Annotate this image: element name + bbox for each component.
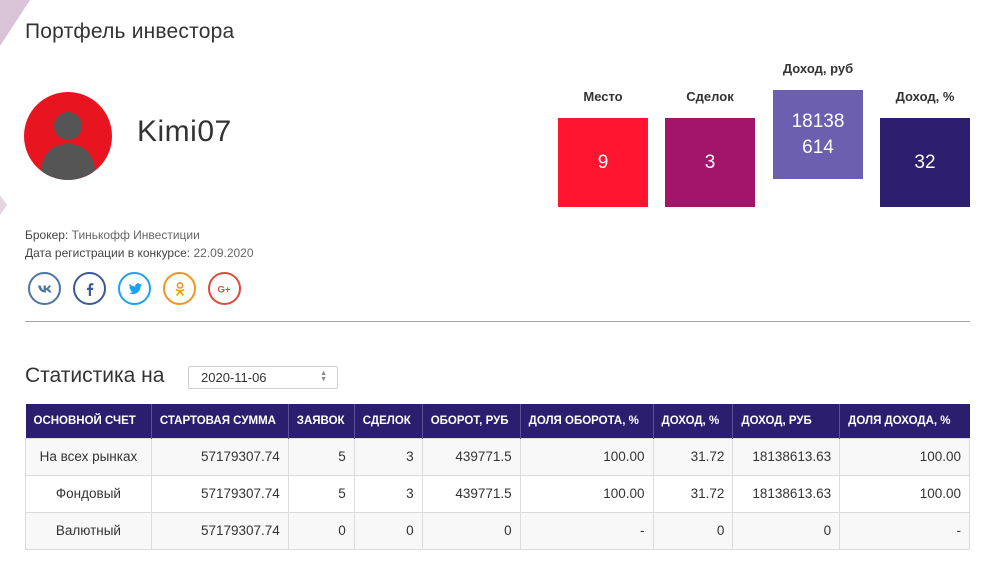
registration-value: 22.09.2020 — [193, 246, 254, 260]
table-cell: 57179307.74 — [150, 437, 289, 476]
statistics-heading: Статистика на — [25, 364, 165, 387]
broker-info: Брокер: Тинькофф Инвестиции — [25, 228, 200, 242]
stat-income-rub: Доход, руб 18138 614 — [773, 61, 863, 179]
date-select-value: 2020-11-06 — [201, 370, 267, 385]
table-cell: 439771.5 — [421, 437, 521, 476]
stat-income-pct-value: 32 — [880, 118, 970, 207]
table-cell: 5 — [287, 437, 355, 476]
facebook-icon — [86, 282, 93, 296]
registration-info: Дата регистрации в конкурсе: 22.09.2020 — [25, 246, 254, 260]
stat-income-rub-line1: 18138 — [791, 110, 845, 132]
column-header: ДОХОД, РУБ — [732, 404, 841, 438]
table-cell: 5 — [287, 474, 355, 513]
column-header: ОСНОВНОЙ СЧЕТ — [25, 404, 152, 438]
vk-share-button[interactable] — [28, 272, 61, 305]
statistics-table: ОСНОВНОЙ СЧЕТ СТАРТОВАЯ СУММА ЗАЯВОК СДЕ… — [25, 404, 970, 550]
stat-income-pct: Доход, % 32 — [880, 89, 970, 207]
table-cell: 100.00 — [519, 437, 654, 476]
table-row: Валютный 57179307.74 0 0 0 - 0 0 - — [25, 511, 970, 550]
date-select[interactable]: 2020-11-06 ▲ ▼ — [188, 366, 338, 389]
stat-place: Место 9 — [558, 89, 648, 207]
column-header: ЗАЯВОК — [288, 404, 355, 438]
column-header: ДОЛЯ ДОХОДА, % — [839, 404, 970, 438]
user-silhouette-icon — [40, 112, 96, 180]
registration-label: Дата регистрации в конкурсе: — [25, 246, 191, 260]
table-cell: 0 — [421, 511, 521, 550]
twitter-share-button[interactable] — [118, 272, 151, 305]
page-title: Портфель инвестора — [25, 20, 235, 43]
table-cell: 3 — [353, 437, 423, 476]
column-header: СТАРТОВАЯ СУММА — [151, 404, 289, 438]
table-header-row: ОСНОВНОЙ СЧЕТ СТАРТОВАЯ СУММА ЗАЯВОК СДЕ… — [25, 404, 970, 438]
table-cell: Фондовый — [25, 474, 152, 513]
table-cell: - — [519, 511, 654, 550]
svg-text:G+: G+ — [217, 284, 230, 295]
table-cell: 0 — [353, 511, 423, 550]
table-row: На всех рынках 57179307.74 5 3 439771.5 … — [25, 437, 970, 476]
table-cell: 100.00 — [839, 474, 970, 513]
stat-income-rub-label: Доход, руб — [782, 61, 854, 76]
odnoklassniki-icon — [175, 281, 184, 296]
stat-income-rub-line2: 614 — [802, 136, 834, 158]
table-row: Фондовый 57179307.74 5 3 439771.5 100.00… — [25, 474, 970, 513]
username: Kimi07 — [137, 115, 232, 148]
table-cell: 439771.5 — [421, 474, 521, 513]
table-cell: На всех рынках — [25, 437, 152, 476]
table-cell: Валютный — [25, 511, 152, 550]
section-divider — [25, 321, 970, 322]
stat-deals: Сделок 3 — [665, 89, 755, 207]
table-cell: 0 — [732, 511, 841, 550]
table-cell: 18138613.63 — [732, 474, 841, 513]
social-share: G+ — [28, 272, 241, 305]
table-cell: 31.72 — [652, 437, 734, 476]
google-plus-icon: G+ — [217, 284, 230, 295]
stat-deals-label: Сделок — [686, 89, 734, 104]
table-cell: 100.00 — [519, 474, 654, 513]
odnoklassniki-share-button[interactable] — [163, 272, 196, 305]
twitter-icon — [128, 282, 142, 294]
table-cell: 3 — [353, 474, 423, 513]
column-header: ДОХОД, % — [653, 404, 734, 438]
stat-place-label: Место — [583, 89, 623, 104]
column-header: ДОЛЯ ОБОРОТА, % — [520, 404, 654, 438]
table-cell: 31.72 — [652, 474, 734, 513]
stat-income-pct-label: Доход, % — [895, 89, 955, 104]
table-cell: 18138613.63 — [732, 437, 841, 476]
table-cell: 57179307.74 — [150, 511, 289, 550]
corner-decoration — [0, 0, 30, 46]
table-cell: 0 — [652, 511, 734, 550]
avatar — [24, 92, 112, 180]
broker-value: Тинькофф Инвестиции — [71, 228, 200, 242]
table-cell: 100.00 — [839, 437, 970, 476]
column-header: ОБОРОТ, РУБ — [422, 404, 521, 438]
vk-icon — [37, 285, 52, 292]
stat-place-value: 9 — [558, 118, 648, 207]
google-plus-share-button[interactable]: G+ — [208, 272, 241, 305]
stat-income-rub-value: 18138 614 — [773, 90, 863, 179]
facebook-share-button[interactable] — [73, 272, 106, 305]
table-cell: 0 — [287, 511, 355, 550]
broker-label: Брокер: — [25, 228, 69, 242]
table-cell: 57179307.74 — [150, 474, 289, 513]
side-decoration — [0, 195, 7, 215]
stat-deals-value: 3 — [665, 118, 755, 207]
spinner-arrows-icon: ▲ ▼ — [320, 370, 327, 383]
column-header: СДЕЛОК — [354, 404, 423, 438]
table-cell: - — [839, 511, 970, 550]
